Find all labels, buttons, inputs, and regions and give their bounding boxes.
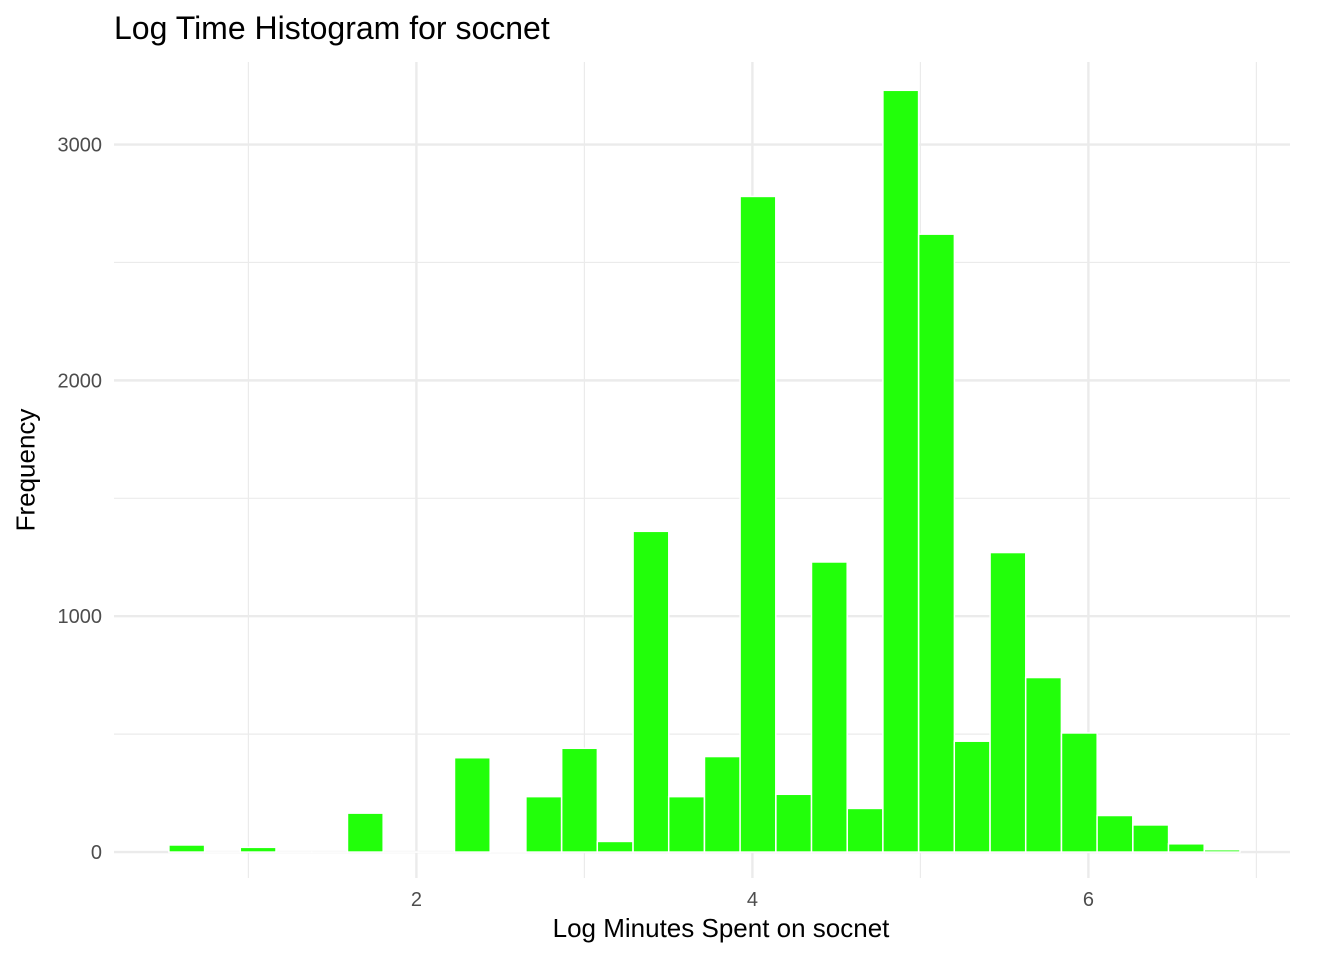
histogram-bar <box>1060 732 1098 853</box>
histogram-bar <box>560 747 599 853</box>
histogram-bar <box>953 740 991 853</box>
y-tick-label: 0 <box>91 842 102 864</box>
histogram-bar <box>1024 676 1063 853</box>
histogram-bar <box>525 795 563 853</box>
histogram-bar <box>596 840 634 853</box>
histogram-bar <box>703 755 741 853</box>
histogram-bar <box>1167 843 1205 853</box>
major-gridlines <box>114 62 1290 878</box>
minor-gridlines <box>114 62 1290 878</box>
y-tick-label: 1000 <box>58 606 103 628</box>
x-tick-label: 2 <box>411 889 422 911</box>
y-tick-labels: 0 1000 2000 3000 <box>58 135 103 865</box>
histogram-bar <box>1096 814 1134 853</box>
x-tick-label: 4 <box>747 889 758 911</box>
histogram-bar <box>917 233 956 853</box>
chart-title: Log Time Histogram for socnet <box>114 10 550 46</box>
x-tick-labels: 2 4 6 <box>411 889 1094 911</box>
histogram-bar <box>846 807 884 853</box>
histogram-bar <box>168 844 206 853</box>
histogram-bar <box>1203 848 1241 853</box>
histogram-bar <box>453 756 491 853</box>
histogram-bar <box>667 795 706 853</box>
histogram-bar <box>489 850 527 853</box>
histogram-bar <box>632 530 670 853</box>
histogram-bar <box>810 561 848 853</box>
histogram-bar <box>989 551 1027 853</box>
histogram-bar <box>239 846 277 853</box>
y-tick-label: 2000 <box>58 370 103 392</box>
histogram-bar <box>346 812 384 853</box>
histogram-bar <box>739 195 777 853</box>
histogram-bars <box>168 89 1241 853</box>
x-tick-label: 6 <box>1083 889 1094 911</box>
histogram-bar <box>1132 824 1170 853</box>
histogram-bar <box>882 89 920 853</box>
y-tick-label: 3000 <box>58 135 103 157</box>
histogram-bar <box>775 793 813 853</box>
x-axis-label: Log Minutes Spent on socnet <box>552 913 890 943</box>
